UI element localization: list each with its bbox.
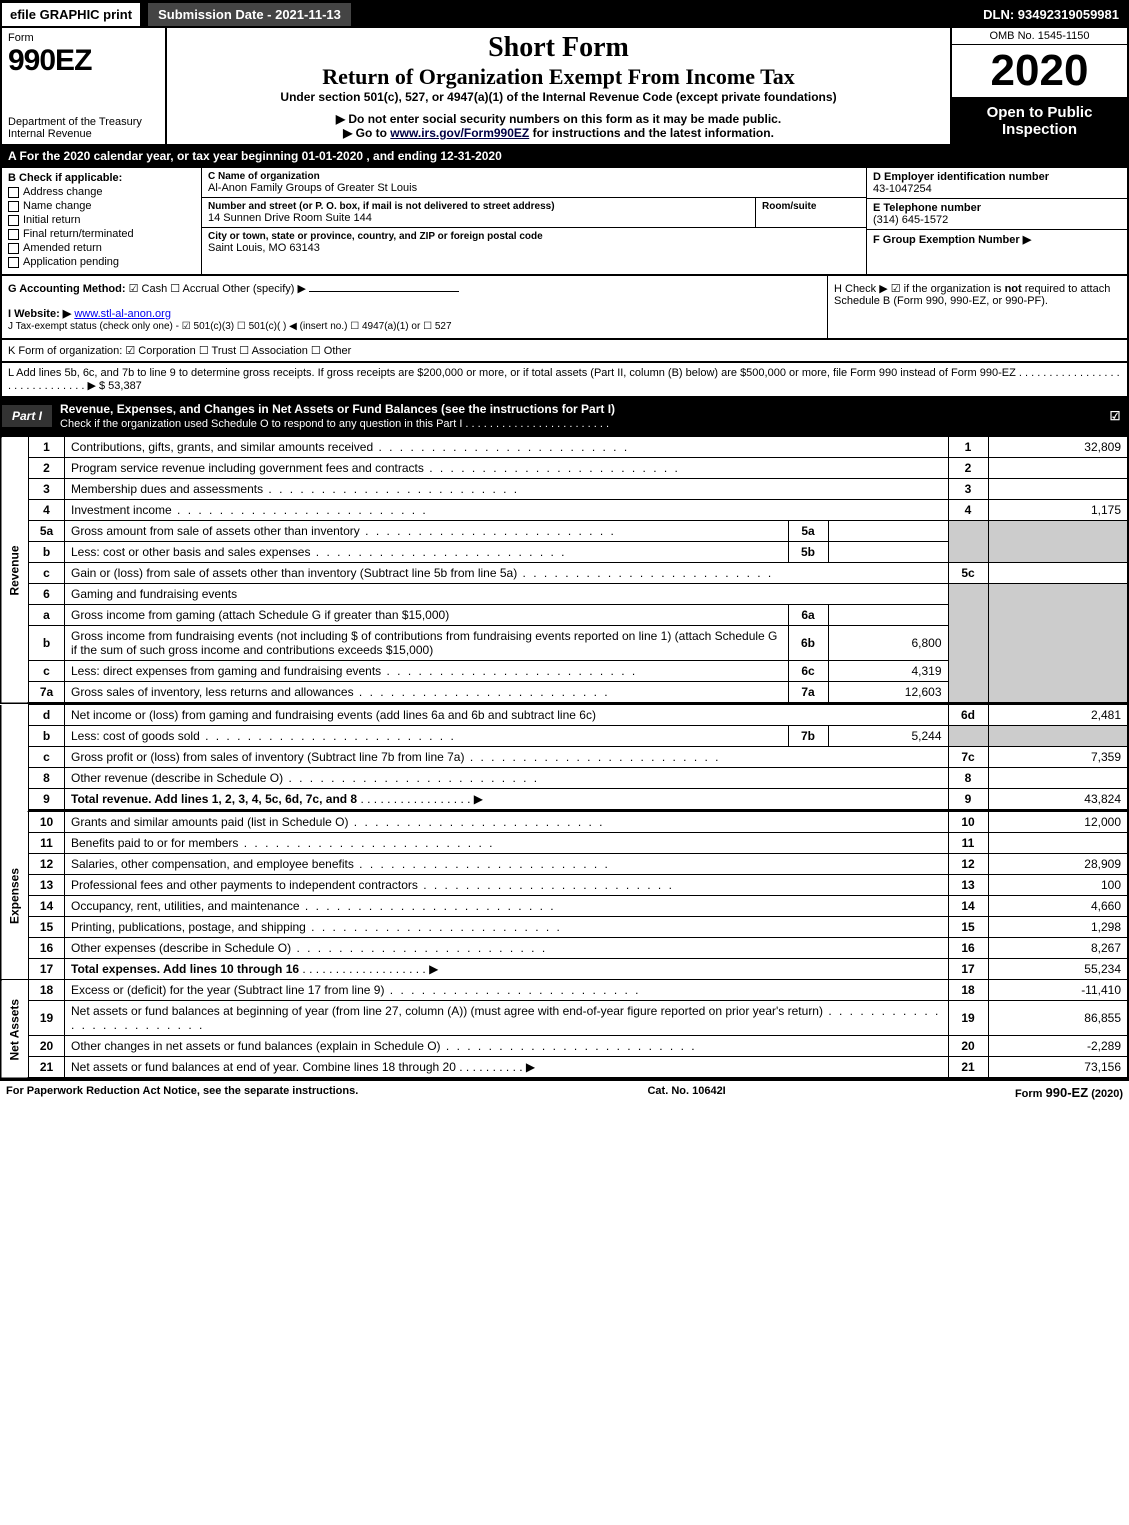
page-footer: For Paperwork Reduction Act Notice, see … (0, 1079, 1129, 1104)
efile-print[interactable]: efile GRAPHIC print (0, 1, 142, 28)
street-address: 14 Sunnen Drive Room Suite 144 (208, 212, 749, 224)
goto-line: ▶ Go to www.irs.gov/Form990EZ for instru… (173, 126, 944, 140)
part-i-title: Revenue, Expenses, and Changes in Net As… (52, 398, 1103, 434)
under-section: Under section 501(c), 527, or 4947(a)(1)… (173, 90, 944, 104)
submission-date: Submission Date - 2021-11-13 (146, 1, 353, 28)
part-i-label: Part I (2, 405, 52, 427)
telephone: (314) 645-1572 (873, 214, 1121, 226)
website-link[interactable]: www.stl-al-anon.org (74, 308, 171, 320)
open-to-public: Open to Public Inspection (952, 98, 1127, 144)
box-c: C Name of organization Al-Anon Family Gr… (202, 168, 867, 274)
row-k: K Form of organization: ☑ Corporation ☐ … (0, 340, 1129, 363)
box-d: D Employer identification number 43-1047… (867, 168, 1127, 199)
org-name-cell: C Name of organization Al-Anon Family Gr… (202, 168, 866, 198)
footer-left: For Paperwork Reduction Act Notice, see … (6, 1085, 358, 1100)
header-right: OMB No. 1545-1150 2020 Open to Public In… (952, 28, 1127, 144)
row-l: L Add lines 5b, 6c, and 7b to line 9 to … (0, 363, 1129, 398)
line-1-desc: Contributions, gifts, grants, and simila… (65, 437, 949, 458)
chk-name-change[interactable]: Name change (8, 200, 195, 212)
lines-table: Revenue 1 Contributions, gifts, grants, … (0, 436, 1129, 704)
box-b: B Check if applicable: Address change Na… (2, 168, 202, 274)
box-i: I Website: ▶ www.stl-al-anon.org (8, 308, 171, 320)
room-cell: Room/suite (756, 198, 866, 228)
org-name: Al-Anon Family Groups of Greater St Loui… (208, 182, 860, 194)
line-1-rn: 1 (948, 437, 988, 458)
box-f: F Group Exemption Number ▶ (867, 230, 1127, 249)
return-title: Return of Organization Exempt From Incom… (173, 64, 944, 90)
revenue-section-label: Revenue (1, 437, 29, 704)
box-g: G Accounting Method: ☑ Cash ☐ Accrual Ot… (2, 276, 827, 338)
top-bar: efile GRAPHIC print Submission Date - 20… (0, 0, 1129, 28)
chk-initial-return[interactable]: Initial return (8, 214, 195, 226)
row-j: J Tax-exempt status (check only one) - ☑… (8, 321, 452, 332)
footer-catno: Cat. No. 10642I (647, 1085, 725, 1100)
box-h: H Check ▶ ☑ if the organization is not r… (827, 276, 1127, 338)
row-gh: G Accounting Method: ☑ Cash ☐ Accrual Ot… (0, 276, 1129, 340)
street-cell: Number and street (or P. O. box, if mail… (202, 198, 756, 228)
chk-final-return[interactable]: Final return/terminated (8, 228, 195, 240)
dln: DLN: 93492319059981 (973, 3, 1129, 26)
omb-number: OMB No. 1545-1150 (952, 28, 1127, 45)
chk-amended-return[interactable]: Amended return (8, 242, 195, 254)
netassets-section-label: Net Assets (1, 980, 29, 1079)
expenses-section-label: Expenses (1, 812, 29, 980)
form-code: 990EZ (8, 44, 159, 78)
form-label: Form (8, 32, 159, 44)
part-i-check[interactable]: ☑ (1103, 409, 1127, 423)
gross-receipts: 53,387 (108, 380, 142, 392)
other-specify-field[interactable] (309, 291, 459, 292)
box-def: D Employer identification number 43-1047… (867, 168, 1127, 274)
do-not-enter: ▶ Do not enter social security numbers o… (173, 112, 944, 126)
header-middle: Short Form Return of Organization Exempt… (167, 28, 952, 144)
line-1-val: 32,809 (988, 437, 1128, 458)
short-form-title: Short Form (173, 32, 944, 64)
block-bcdef: B Check if applicable: Address change Na… (0, 168, 1129, 276)
line-1-no: 1 (29, 437, 65, 458)
chk-application-pending[interactable]: Application pending (8, 256, 195, 268)
chk-address-change[interactable]: Address change (8, 186, 195, 198)
part-i-header: Part I Revenue, Expenses, and Changes in… (0, 398, 1129, 436)
form-header: Form 990EZ Department of the Treasury In… (0, 28, 1129, 146)
row-a-tax-year: A For the 2020 calendar year, or tax yea… (0, 146, 1129, 168)
box-e: E Telephone number (314) 645-1572 (867, 199, 1127, 230)
department: Department of the Treasury Internal Reve… (8, 116, 159, 140)
lines-table-2: d Net income or (loss) from gaming and f… (0, 704, 1129, 1079)
irs-link[interactable]: www.irs.gov/Form990EZ (390, 126, 529, 140)
city-state-zip: Saint Louis, MO 63143 (208, 242, 860, 254)
footer-form: Form 990-EZ (2020) (1015, 1085, 1123, 1100)
header-left: Form 990EZ Department of the Treasury In… (2, 28, 167, 144)
ein: 43-1047254 (873, 183, 1121, 195)
city-cell: City or town, state or province, country… (202, 228, 866, 257)
tax-year: 2020 (952, 45, 1127, 98)
